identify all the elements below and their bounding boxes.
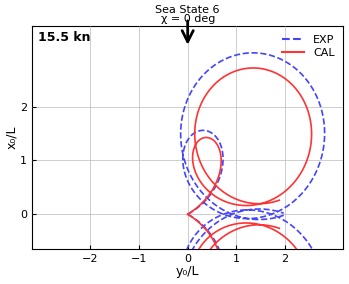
Legend: EXP, CAL: EXP, CAL [279,32,338,62]
Text: χ = 0 deg: χ = 0 deg [161,14,215,24]
Text: Sea State 6: Sea State 6 [155,5,220,15]
Y-axis label: x₀/L: x₀/L [6,126,18,149]
Text: 15.5 kn: 15.5 kn [38,31,91,43]
X-axis label: y₀/L: y₀/L [176,266,199,278]
